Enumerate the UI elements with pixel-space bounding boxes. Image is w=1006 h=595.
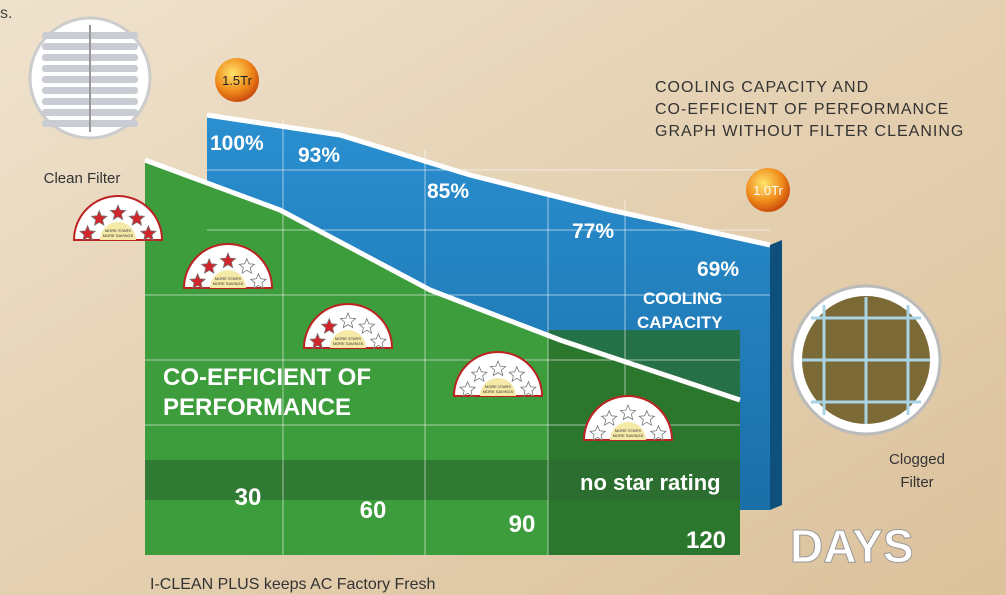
cooling-value: 69% [697, 258, 739, 281]
heading: CO-EFFICIENT OF PERFORMANCE [655, 101, 949, 118]
infographic: s. Clean Filter Clogged Filter 1.5Tr 1.0… [0, 0, 1006, 595]
canvas: s. Clean Filter Clogged Filter 1.5Tr 1.0… [0, 0, 1006, 595]
day-tick: 120 [686, 527, 726, 554]
text-fragment: s. [0, 5, 12, 22]
star-badge-text: MORE SAVINGS [333, 341, 364, 346]
heading: GRAPH WITHOUT FILTER CLEANING [655, 123, 964, 140]
capacity-badge-label: 1.5Tr [222, 73, 253, 88]
cooling-value: 100% [210, 132, 264, 155]
clogged-filter-label: Filter [900, 474, 933, 491]
day-tick: 90 [509, 511, 536, 538]
day-tick: 60 [360, 497, 387, 524]
clogged-filter-label: Clogged [889, 451, 945, 468]
star-badge-text: MORE SAVINGS [483, 389, 514, 394]
star-badge-text: MORE SAVINGS [213, 281, 244, 286]
capacity-badge-label: 1.0Tr [753, 183, 784, 198]
cooling-label: CAPACITY [637, 313, 723, 332]
cooling-value: 85% [427, 180, 469, 203]
day-tick: 30 [235, 484, 262, 511]
cooling-label: COOLING [643, 289, 722, 308]
clean-filter-label: Clean Filter [44, 170, 121, 187]
heading: COOLING CAPACITY AND [655, 79, 869, 96]
no-rating-zone [548, 330, 740, 555]
days-unit: DAYS [790, 520, 914, 572]
star-badge-text: MORE SAVINGS [103, 233, 134, 238]
cooling-value: 77% [572, 220, 614, 243]
cooling-side [770, 240, 782, 510]
cop-label: CO-EFFICIENT OF [163, 364, 371, 391]
cop-label: PERFORMANCE [163, 394, 351, 421]
footer: I-CLEAN PLUS keeps AC Factory Fresh [150, 576, 435, 593]
star-badge-text: MORE SAVINGS [613, 433, 644, 438]
no-rating-label: no star rating [580, 470, 721, 495]
cooling-value: 93% [298, 144, 340, 167]
